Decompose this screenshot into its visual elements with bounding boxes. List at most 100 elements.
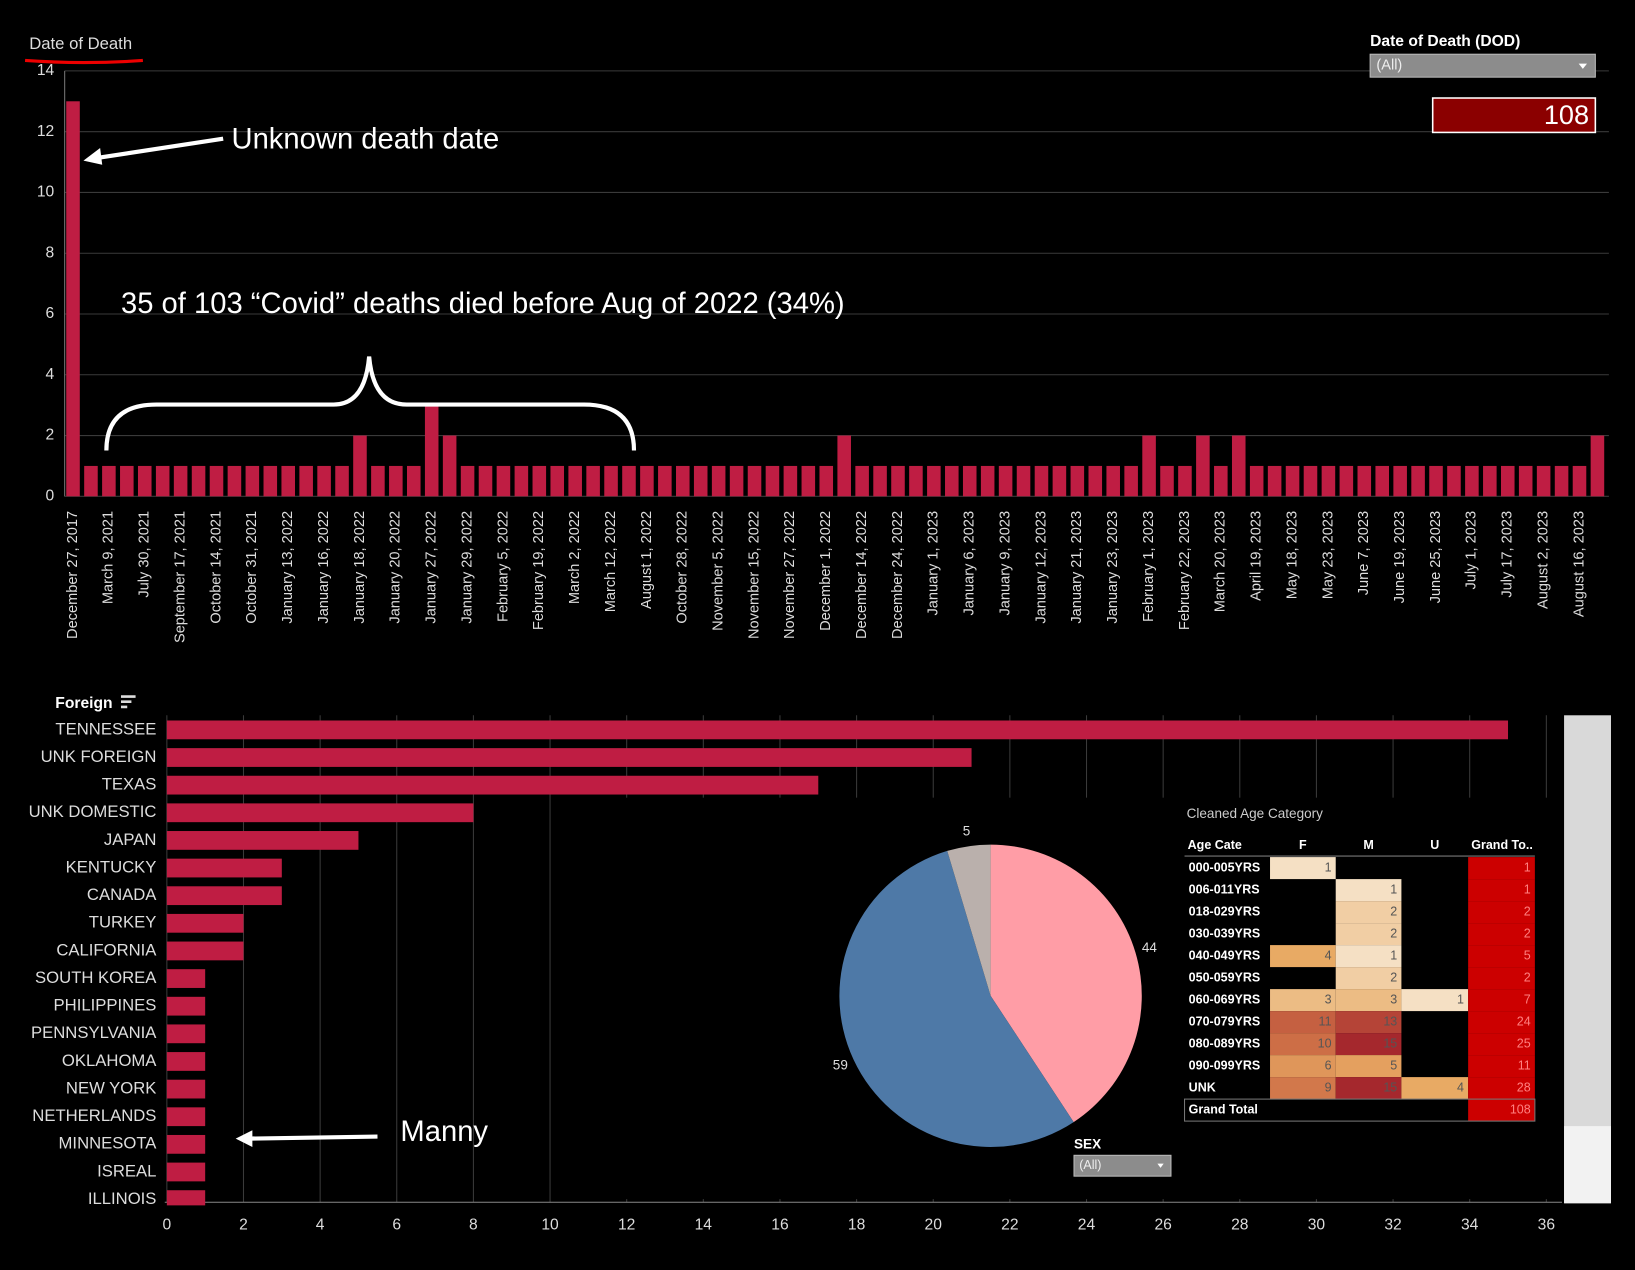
x-tick-label: January 29, 2022 — [459, 511, 475, 624]
y-tick-label: TURKEY — [89, 913, 157, 932]
bar — [166, 913, 244, 933]
cell-value: 11 — [1518, 1058, 1531, 1072]
cell-value: 2 — [1390, 970, 1397, 984]
x-tick-label: February 19, 2022 — [531, 511, 547, 630]
y-tick-label: UNK FOREIGN — [41, 747, 157, 766]
y-tick-label: 14 — [37, 62, 55, 79]
x-tick-label: 34 — [1461, 1216, 1479, 1233]
cell-value: 5 — [1524, 948, 1531, 962]
bar — [478, 465, 493, 497]
column-header: Age Cate — [1188, 838, 1242, 852]
kpi-box — [1431, 97, 1597, 134]
x-tick-label: December 27, 2017 — [65, 511, 81, 639]
bar — [166, 996, 206, 1016]
y-tick-label: SOUTH KOREA — [35, 968, 157, 987]
bar — [1465, 465, 1479, 497]
dropdown[interactable] — [1073, 1154, 1172, 1177]
row-label: 006-011YRS — [1189, 882, 1260, 896]
scrollbar[interactable] — [1564, 715, 1611, 1204]
bar — [676, 465, 690, 497]
cell-value: 2 — [1390, 904, 1397, 918]
heat-cell — [1270, 945, 1336, 968]
bar — [658, 465, 672, 497]
x-tick-label: October 14, 2021 — [208, 511, 224, 624]
cell-value: 2 — [1524, 970, 1531, 984]
bar — [1088, 465, 1103, 497]
cell-value: 3 — [1390, 992, 1397, 1006]
x-tick-label: 24 — [1078, 1216, 1096, 1233]
x-tick-label: November 27, 2022 — [782, 511, 798, 639]
total-row-frame — [1184, 1098, 1536, 1122]
y-tick-label: 6 — [46, 305, 55, 322]
chart-title: Date of Death — [29, 34, 132, 53]
bar — [1303, 465, 1318, 497]
x-tick-label: 30 — [1308, 1216, 1326, 1233]
sort-icon[interactable] — [120, 695, 136, 709]
x-tick-label: 8 — [469, 1216, 478, 1233]
cell-value: 2 — [1524, 904, 1531, 918]
bar — [1429, 465, 1443, 497]
slice-label: 44 — [1142, 940, 1158, 955]
dropdown-value: (All) — [1079, 1158, 1101, 1172]
x-tick-label: March 20, 2023 — [1213, 511, 1229, 612]
cell-value: 5 — [1390, 1058, 1397, 1072]
bar — [120, 465, 134, 497]
row-label: 018-029YRS — [1189, 904, 1261, 918]
bar — [945, 465, 959, 497]
x-tick-label: June 7, 2023 — [1356, 511, 1372, 595]
x-tick-label: 0 — [163, 1216, 172, 1233]
x-tick-label: October 31, 2021 — [244, 511, 260, 624]
bar — [209, 465, 224, 497]
bar — [166, 941, 244, 961]
bar — [353, 435, 367, 497]
cell-value: 15 — [1383, 1080, 1397, 1094]
heat-cell — [1401, 1077, 1469, 1100]
age-table: Cleaned Age Category Age Cate F M U Grand To.… — [1184, 806, 1536, 1122]
total-cell — [1468, 1033, 1535, 1056]
row-label: 060-069YRS — [1189, 992, 1261, 1006]
y-tick-label: 8 — [46, 244, 55, 261]
total-cell — [1468, 1077, 1535, 1100]
pie-chart: 44 59 5 — [833, 823, 1158, 1147]
cell-value: 9 — [1325, 1080, 1332, 1094]
x-tick-label: 18 — [848, 1216, 866, 1233]
x-tick-label: 36 — [1538, 1216, 1555, 1233]
total-cell — [1468, 1011, 1535, 1034]
x-tick-label: October 28, 2022 — [675, 511, 691, 624]
row-label: 050-059YRS — [1189, 970, 1261, 984]
bar — [962, 465, 977, 497]
cell-value: 10 — [1318, 1036, 1332, 1050]
y-tick-label: 12 — [37, 123, 54, 140]
x-tick-label: 12 — [618, 1216, 635, 1233]
dropdown[interactable] — [1369, 53, 1596, 78]
bar — [496, 465, 511, 497]
bar — [317, 465, 331, 497]
y-tick-label: TEXAS — [102, 775, 157, 794]
x-tick-label: 6 — [392, 1216, 401, 1233]
cell-value: 1 — [1390, 882, 1397, 896]
heat-cell — [1270, 989, 1336, 1012]
x-tick-label: January 1, 2023 — [926, 511, 942, 616]
y-tick-label: NETHERLANDS — [32, 1106, 156, 1125]
x-tick-label: April 19, 2023 — [1249, 511, 1265, 601]
bar — [335, 465, 349, 497]
bar — [173, 465, 188, 497]
y-tick-label: 10 — [37, 184, 55, 201]
bar — [166, 803, 474, 823]
bar — [1339, 465, 1354, 497]
x-tick-label: 4 — [316, 1216, 325, 1233]
bar — [1447, 465, 1461, 497]
heat-cell — [1270, 857, 1336, 880]
x-tick-label: 22 — [1001, 1216, 1018, 1233]
bar — [1070, 465, 1085, 497]
bar — [837, 435, 851, 497]
heat-cell — [1335, 879, 1402, 902]
bar — [1124, 465, 1138, 497]
bar — [1357, 465, 1372, 497]
cell-value: 1 — [1524, 860, 1531, 874]
x-tick-label: August 1, 2022 — [639, 511, 655, 609]
y-tick-label: PHILIPPINES — [54, 996, 157, 1015]
scroll-thumb[interactable] — [1564, 1126, 1611, 1204]
y-tick-label: JAPAN — [104, 830, 157, 849]
column-header: F — [1299, 838, 1307, 852]
